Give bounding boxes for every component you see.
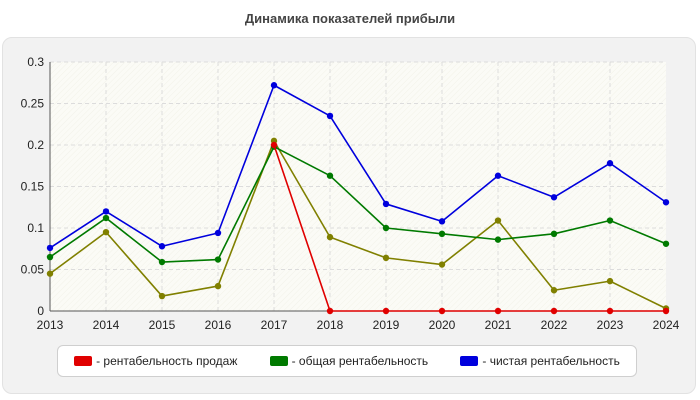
data-point (382, 200, 390, 208)
series-0 (270, 141, 670, 315)
data-point (494, 217, 502, 224)
series-group (46, 82, 670, 315)
data-point (550, 307, 558, 315)
series-line (49, 145, 667, 263)
grid-lines (50, 61, 666, 311)
x-tick-label: 2022 (541, 318, 568, 332)
series-line (273, 144, 666, 312)
data-point (326, 112, 334, 120)
data-point (326, 172, 334, 179)
x-tick-label: 2021 (485, 318, 512, 332)
data-point (438, 230, 446, 238)
x-tick-label: 2016 (205, 318, 232, 332)
data-point (326, 307, 334, 315)
data-point (662, 307, 670, 315)
legend: - рентабельность продаж - общая рентабел… (57, 345, 637, 377)
data-point (270, 82, 278, 89)
legend-item-total-profitability: - общая рентабельность (269, 354, 429, 368)
data-point (214, 256, 222, 263)
legend-swatch-red (74, 356, 93, 366)
y-tick-label: 0.2 (27, 138, 44, 152)
data-point (46, 253, 54, 261)
data-point (662, 240, 670, 247)
series-line (49, 84, 667, 249)
data-point (382, 254, 390, 262)
data-point (102, 228, 110, 236)
y-tick-label: 0.05 (21, 263, 45, 277)
x-tick-label: 2023 (597, 318, 624, 332)
data-point (438, 261, 446, 268)
data-point (606, 160, 614, 167)
x-tick-label: 2019 (373, 318, 400, 332)
legend-swatch-green (269, 356, 288, 366)
x-tick-label: 2017 (261, 318, 288, 332)
legend-label: - общая рентабельность (291, 354, 429, 368)
data-point (326, 233, 334, 241)
x-tick-label: 2024 (653, 318, 680, 332)
data-point (494, 236, 502, 243)
data-point (270, 141, 278, 149)
series-line (49, 140, 667, 310)
data-point (550, 194, 558, 201)
y-tick-label: 0.3 (27, 55, 44, 69)
x-tick-label: 2018 (317, 318, 344, 332)
data-point (494, 172, 502, 179)
data-point (158, 258, 166, 266)
x-tick-label: 2020 (429, 318, 456, 332)
data-point (214, 229, 222, 237)
legend-item-sales-profitability: - рентабельность продаж (74, 354, 237, 368)
data-point (214, 282, 222, 290)
data-point (438, 218, 446, 225)
data-point (102, 208, 110, 215)
data-point (662, 199, 670, 206)
data-point (46, 270, 54, 277)
data-point (550, 287, 558, 294)
x-tick-label: 2014 (93, 318, 120, 332)
legend-swatch-blue (460, 356, 479, 366)
y-tick-label: 0.15 (21, 180, 45, 194)
legend-label: - чистая рентабельность (482, 354, 620, 368)
data-point (46, 244, 54, 252)
y-tick-label: 0.1 (27, 221, 44, 235)
x-tick-label: 2015 (149, 318, 176, 332)
data-point (438, 307, 446, 315)
y-tick-label: 0.25 (21, 97, 45, 111)
series-2 (46, 82, 670, 252)
tick-labels: 0 0.05 0.1 0.15 0.2 0.25 0.3 2013 2014 2015 2016 20… (21, 55, 680, 332)
data-point (158, 243, 166, 250)
legend-item-net-profitability: - чистая рентабельность (460, 354, 620, 368)
data-point (382, 224, 390, 232)
data-point (494, 307, 502, 315)
data-point (382, 307, 390, 315)
data-point (606, 277, 614, 285)
data-point (102, 214, 110, 222)
data-point (606, 217, 614, 224)
data-point (158, 292, 166, 300)
data-point (550, 230, 558, 238)
legend-label: - рентабельность продаж (96, 354, 238, 368)
x-tick-label: 2013 (37, 318, 64, 332)
data-point (606, 307, 614, 315)
chart-title: Динамика показателей прибыли (244, 11, 456, 26)
y-tick-label: 0 (37, 304, 44, 318)
